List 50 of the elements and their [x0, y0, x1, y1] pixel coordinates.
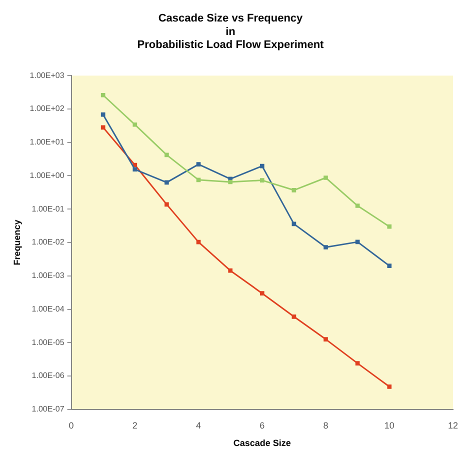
- y-axis-title: Frequency: [12, 220, 22, 266]
- x-tick-label: 12: [448, 420, 458, 430]
- y-tick-label: 1.00E-05: [32, 338, 65, 347]
- x-tick-label: 0: [68, 420, 74, 430]
- point: [324, 176, 328, 180]
- y-tick-label: 1.00E+02: [30, 104, 65, 114]
- point: [132, 122, 138, 127]
- point: [292, 314, 296, 319]
- point: [100, 92, 106, 98]
- y-tick-label: 1.00E+03: [30, 70, 65, 80]
- point: [100, 125, 106, 130]
- point: [292, 188, 296, 192]
- x-tick-label: 4: [196, 420, 202, 430]
- y-tick-label: 1.00E-04: [32, 304, 65, 314]
- y-tick-label: 1.00E-01: [32, 204, 65, 214]
- x-tick-label: 8: [323, 420, 328, 430]
- y-tick-label: 1.00E-02: [32, 238, 65, 247]
- y-tick-label: 1.00E-03: [32, 271, 65, 280]
- point: [260, 291, 264, 296]
- point: [164, 152, 169, 158]
- point: [228, 268, 232, 273]
- point: [324, 245, 328, 250]
- point: [387, 384, 392, 389]
- point: [164, 180, 169, 185]
- point: [164, 202, 169, 207]
- point: [355, 204, 360, 208]
- point: [387, 264, 392, 268]
- point: [228, 180, 232, 184]
- y-tick-label: 1.00E-07: [32, 404, 65, 414]
- point: [196, 162, 201, 166]
- y-tick-label: 1.00E+01: [30, 138, 65, 147]
- x-axis-title: Cascade Size: [233, 438, 291, 448]
- point: [324, 337, 328, 342]
- point: [132, 167, 138, 172]
- point: [196, 240, 201, 244]
- point: [355, 361, 360, 366]
- x-tick-label: 6: [260, 420, 265, 430]
- point: [260, 164, 264, 168]
- x-tick-label: 10: [384, 420, 394, 430]
- point: [355, 240, 360, 244]
- point: [292, 222, 296, 226]
- point: [132, 162, 138, 168]
- point: [387, 224, 392, 229]
- y-tick-label: 1.00E+00: [30, 170, 65, 180]
- chart-title: Cascade Size vs Frequency in Probabilistic Load Flow Experiment: [137, 12, 324, 52]
- x-tick-label: 2: [132, 420, 138, 430]
- point: [196, 178, 201, 182]
- y-tick-label: 1.00E-06: [32, 371, 65, 380]
- point: [260, 178, 264, 182]
- point: [100, 112, 106, 117]
